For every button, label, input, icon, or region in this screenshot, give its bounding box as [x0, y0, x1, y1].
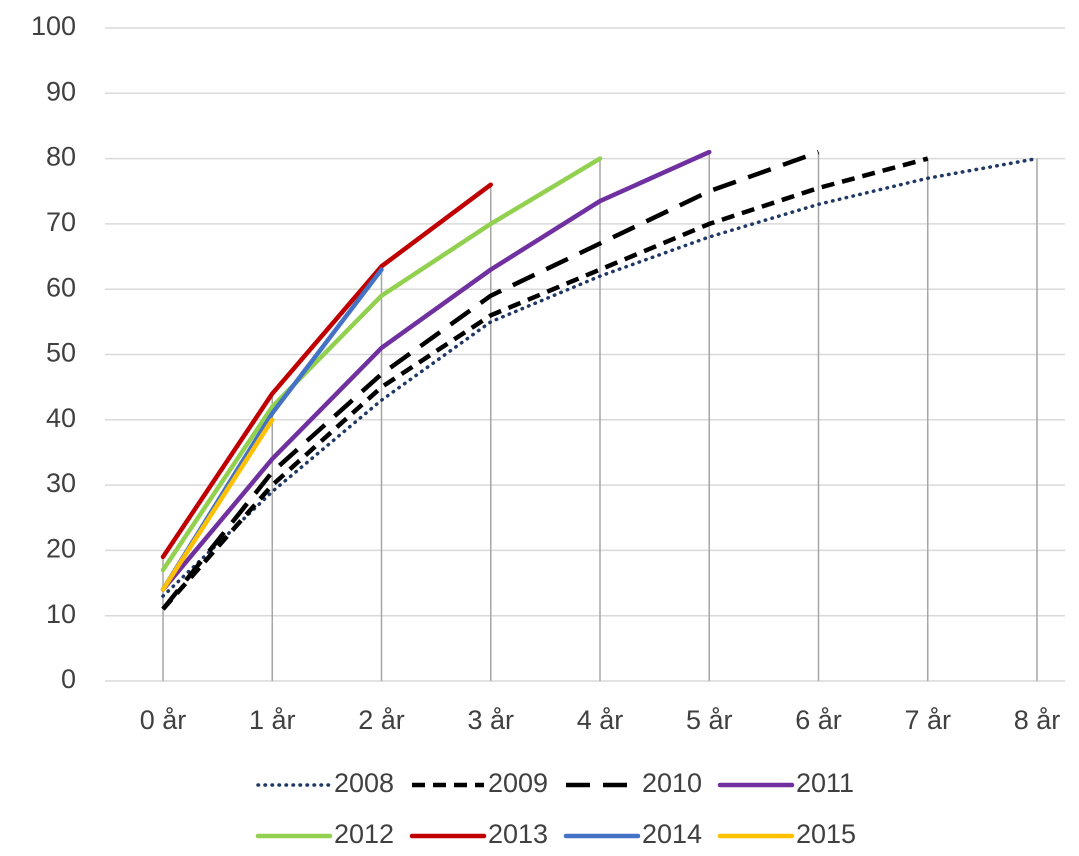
legend-label: 2011 [796, 768, 854, 798]
series-line [161, 149, 820, 611]
y-tick-label: 20 [46, 534, 76, 564]
y-tick-label: 50 [46, 338, 76, 368]
x-tick-label: 5 år [686, 705, 733, 735]
y-tick-label: 0 [61, 664, 76, 694]
y-tick-label: 60 [46, 272, 76, 302]
legend-label: 2008 [334, 768, 394, 798]
series-line [160, 417, 275, 592]
legend-label: 2010 [642, 768, 702, 798]
y-tick-label: 70 [46, 207, 76, 237]
series-line [161, 156, 1039, 598]
legend-label: 2013 [488, 819, 548, 849]
x-tick-label: 6 år [795, 705, 842, 735]
y-tick-label: 10 [46, 599, 76, 629]
x-tick-label: 2 år [358, 705, 405, 735]
y-tick-label: 90 [46, 76, 76, 106]
y-tick-label: 100 [31, 11, 76, 41]
x-tick-label: 0 år [140, 705, 187, 735]
series-line [160, 182, 493, 560]
legend-label: 2009 [488, 768, 548, 798]
y-tick-label: 40 [46, 403, 76, 433]
y-tick-label: 30 [46, 468, 76, 498]
legend-label: 2012 [334, 819, 394, 849]
x-tick-label: 4 år [577, 705, 624, 735]
y-tick-label: 80 [46, 142, 76, 172]
x-tick-label: 8 år [1014, 705, 1061, 735]
x-tick-label: 7 år [904, 705, 951, 735]
series-line [160, 156, 603, 573]
series-line [161, 156, 929, 611]
x-tick-label: 1 år [249, 705, 296, 735]
x-tick-label: 3 år [467, 705, 514, 735]
series-line [160, 149, 712, 592]
legend-label: 2015 [796, 819, 856, 849]
legend-label: 2014 [642, 819, 702, 849]
